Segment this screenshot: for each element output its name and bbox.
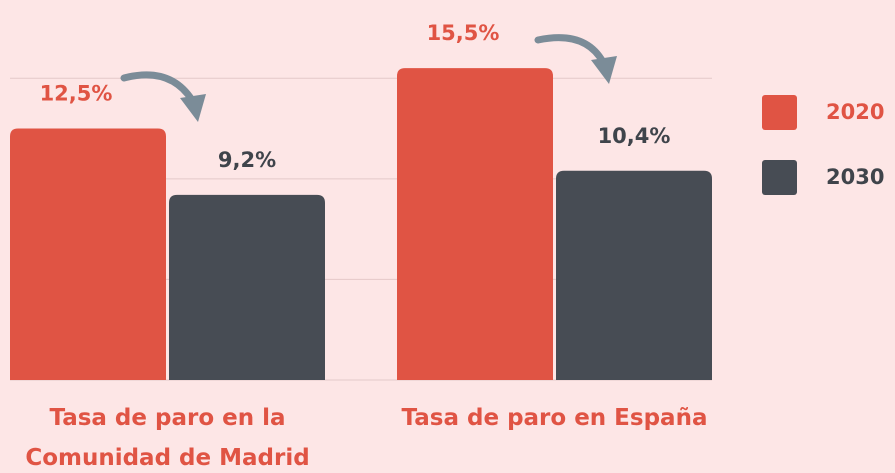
value-label: 9,2%	[218, 148, 276, 172]
value-label: 12,5%	[40, 82, 113, 106]
value-label: 15,5%	[427, 21, 500, 45]
legend-swatch	[762, 95, 797, 130]
bar	[556, 170, 712, 380]
bar	[397, 68, 553, 381]
arrow-head	[180, 56, 617, 122]
value-label: 10,4%	[598, 124, 671, 148]
legend-label: 2030	[826, 165, 884, 189]
category-label: Tasa de paro en España	[401, 405, 708, 431]
bar	[169, 194, 325, 380]
legend-label: 2020	[826, 100, 884, 124]
legend-swatch	[762, 160, 797, 195]
category-label: Tasa de paro en la Comunidad de Madrid	[25, 405, 310, 471]
bar	[10, 128, 166, 380]
arrow	[120, 34, 607, 104]
